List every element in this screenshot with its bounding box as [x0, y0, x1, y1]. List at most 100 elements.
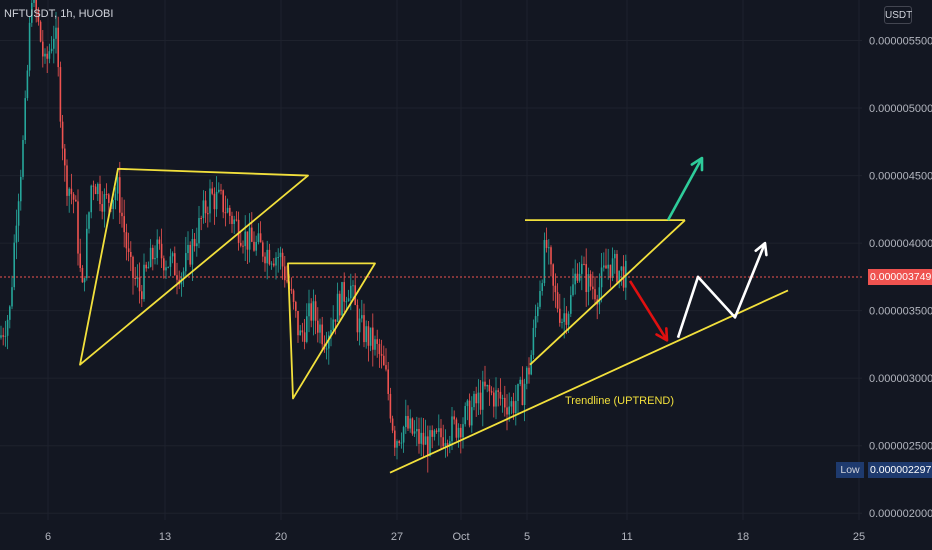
candle-body — [9, 306, 11, 320]
candle-body — [453, 416, 455, 420]
candle-body — [108, 194, 110, 203]
candle-body — [583, 263, 585, 265]
candle-body — [86, 228, 88, 279]
candle-body — [411, 418, 414, 434]
candle-body — [409, 418, 411, 429]
candle-body — [182, 271, 185, 277]
candle-body — [259, 233, 262, 243]
candle-body — [341, 282, 343, 316]
candle-body — [141, 291, 143, 300]
candle-body — [0, 335, 2, 338]
candle-body — [59, 67, 62, 122]
candle-body — [605, 265, 607, 269]
candle-body — [479, 392, 482, 410]
candle-body — [64, 148, 66, 166]
x-tick-label: 25 — [853, 531, 865, 543]
candle-body — [466, 400, 469, 407]
candle-body — [286, 280, 288, 282]
candle-body — [598, 287, 601, 305]
candle-body — [365, 326, 367, 343]
candle-body — [143, 264, 145, 300]
candle-body — [385, 365, 387, 370]
candle-body — [158, 239, 161, 244]
candle-body — [512, 401, 515, 413]
triangle-pattern-1 — [79, 167, 309, 366]
candle-body — [277, 257, 279, 259]
candle-body — [345, 301, 348, 303]
candle-body — [42, 41, 44, 57]
candle-body — [50, 48, 53, 52]
candle-body — [543, 239, 546, 284]
candle-body — [174, 253, 176, 276]
candle-body — [378, 343, 381, 355]
pattern-drawings — [79, 156, 789, 474]
candle-body — [325, 348, 328, 350]
candle-body — [26, 70, 29, 99]
candle-body — [314, 301, 317, 321]
candle-body — [618, 270, 620, 283]
candle-body — [462, 424, 464, 438]
candle-body — [350, 285, 352, 299]
candle-body — [213, 193, 216, 210]
currency-button[interactable]: USDT — [884, 6, 912, 24]
trendline-label: Trendline (UPTREND) — [565, 395, 675, 407]
candle-body — [72, 194, 75, 200]
candle-body — [248, 227, 251, 250]
candle-body — [523, 383, 526, 406]
candle-body — [369, 327, 372, 346]
candle-body — [620, 266, 623, 271]
candle-body — [330, 329, 332, 336]
candle-body — [451, 416, 453, 442]
candle-body — [66, 165, 68, 196]
candle-body — [416, 428, 418, 432]
candle-body — [376, 339, 378, 344]
symbol-title[interactable]: NFTUSDT, 1h, HUOBI — [4, 8, 114, 20]
candle-body — [589, 274, 592, 287]
candle-body — [273, 263, 275, 266]
candle-body — [407, 415, 409, 429]
x-tick-label: 11 — [621, 531, 632, 543]
white-projection-arrow — [676, 242, 767, 339]
candle-body — [495, 390, 497, 407]
candle-body — [358, 318, 361, 333]
candle-body — [275, 257, 277, 266]
candle-body — [53, 38, 55, 49]
candle-body — [471, 407, 473, 426]
candle-body — [218, 189, 220, 192]
x-tick-label: 20 — [275, 531, 287, 543]
candle-body — [295, 301, 297, 311]
candle-body — [433, 430, 436, 437]
candle-body — [130, 251, 132, 257]
candle-body — [468, 400, 471, 426]
candle-body — [614, 253, 616, 259]
candle-body — [422, 432, 425, 445]
candle-body — [398, 441, 400, 444]
x-tick-label: 13 — [159, 531, 171, 543]
candle-body — [550, 247, 552, 265]
green-arrow-head — [690, 156, 704, 172]
x-tick-label: 6 — [45, 531, 51, 543]
candle-body — [211, 188, 213, 194]
candle-body — [394, 430, 396, 448]
candle-body — [482, 381, 484, 410]
candle-body — [352, 285, 354, 287]
candle-body — [367, 326, 370, 346]
ascending-triangle-support — [529, 219, 686, 366]
candle-body — [279, 252, 282, 258]
candle-body — [83, 278, 86, 283]
candle-body — [446, 443, 449, 446]
time-axis[interactable]: 6 13 20 27 Oct 5 11 18 25 — [45, 531, 865, 543]
candle-body — [262, 242, 264, 257]
candle-body — [204, 200, 207, 214]
candle-body — [138, 277, 141, 292]
candle-body — [198, 218, 200, 244]
candle-body — [490, 391, 493, 393]
candle-body — [132, 256, 134, 279]
triangle-pattern-2 — [287, 262, 376, 400]
